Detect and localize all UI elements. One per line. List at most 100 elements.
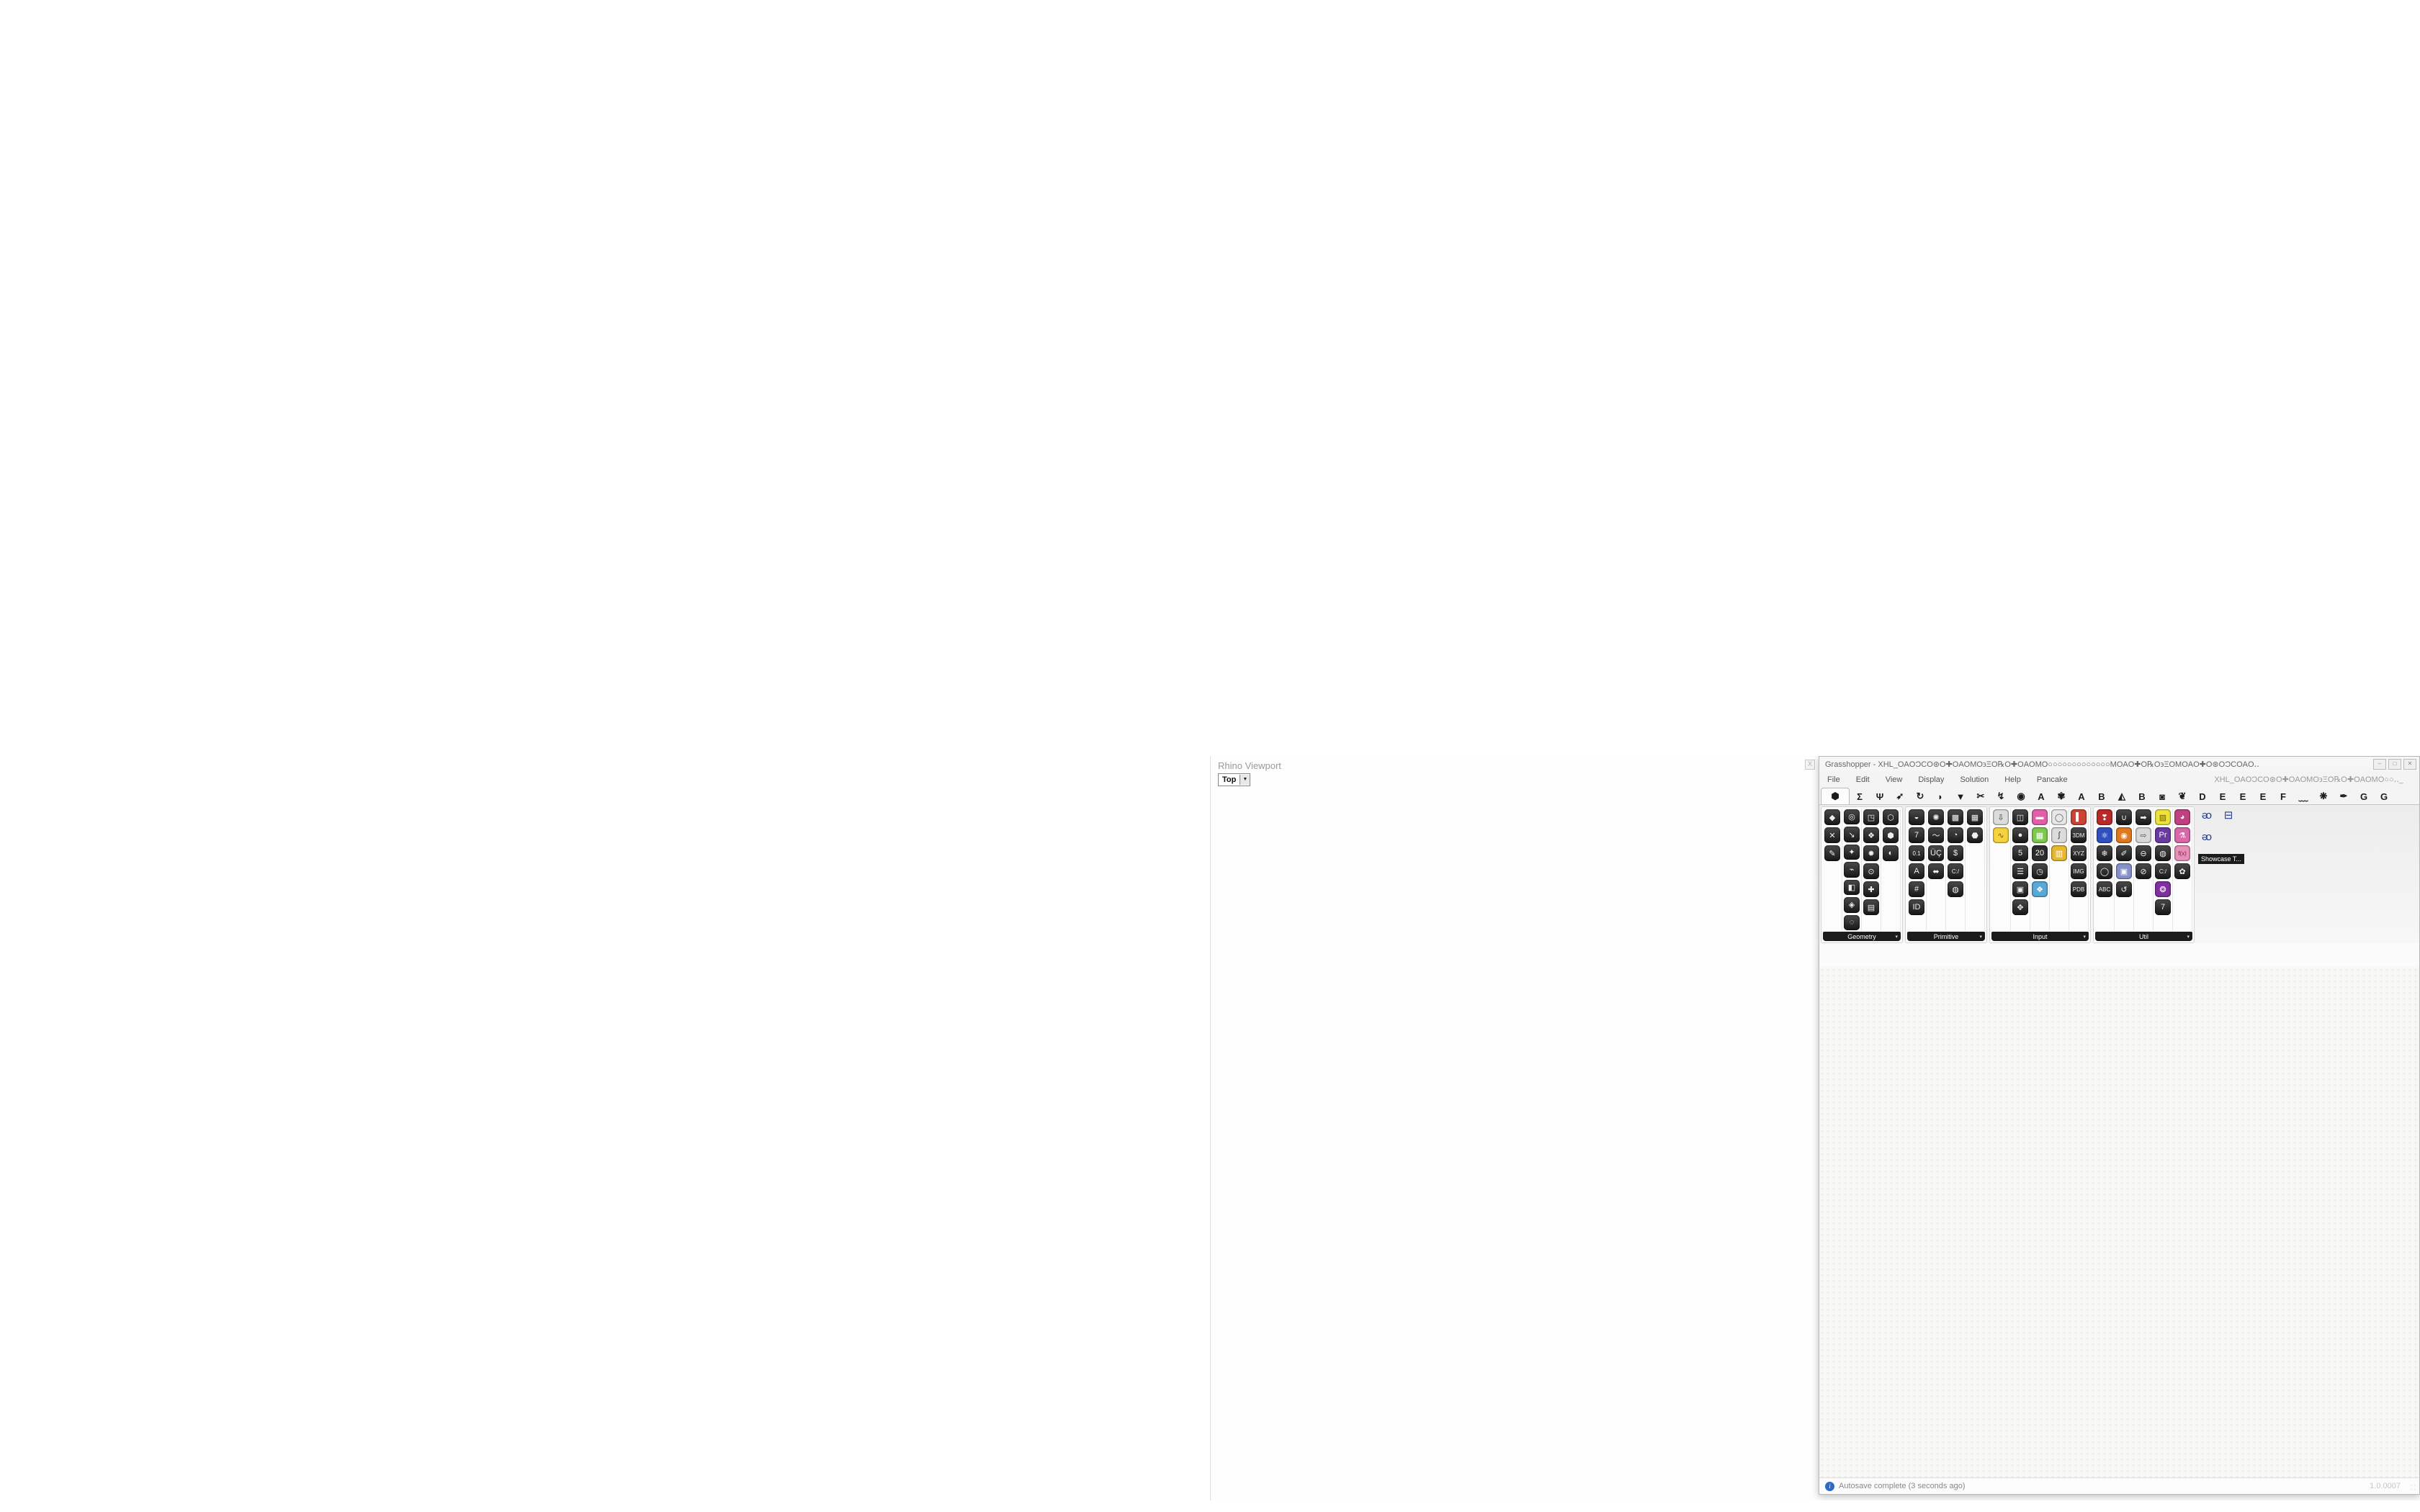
menu-edit[interactable]: Edit [1855, 775, 1870, 784]
component-icon[interactable]: ➡ [2136, 809, 2151, 825]
component-icon[interactable]: ✐ [2116, 845, 2132, 861]
component-icon[interactable]: ÜÇ [1928, 845, 1944, 861]
component-icon[interactable]: ▌ [2071, 809, 2087, 825]
tab-plugin-brain[interactable]: ✾ [2057, 791, 2066, 801]
component-icon[interactable]: ❂ [2155, 881, 2171, 897]
tab-plugin-ant[interactable]: ✒ [2339, 791, 2348, 801]
component-icon[interactable]: ▥ [2051, 845, 2067, 861]
tab-plugin-b1[interactable]: B [2098, 791, 2105, 802]
component-icon[interactable]: ✦ [1844, 844, 1860, 860]
component-icon[interactable]: C:/ [2155, 863, 2171, 879]
component-icon[interactable]: ⬡ [1883, 809, 1899, 825]
component-icon[interactable]: ◳ [1863, 809, 1879, 825]
panel-caption-input[interactable]: Input ▾ [1991, 932, 2089, 941]
component-icon[interactable]: 5 [2012, 845, 2028, 861]
tab-plugin-b2[interactable]: B [2138, 791, 2146, 802]
maximize-button[interactable]: □ [2388, 759, 2401, 770]
tab-plugin-bug[interactable]: ❋ [2319, 791, 2328, 801]
tab-surface[interactable]: ◗ [1937, 791, 1943, 802]
component-icon[interactable]: ◧ [1844, 879, 1860, 896]
component-icon[interactable]: ⬣ [1967, 827, 1983, 843]
component-icon[interactable]: XYZ [2071, 845, 2087, 861]
tab-sets[interactable]: Ψ [1876, 791, 1884, 802]
chevron-down-icon[interactable]: ▾ [2187, 934, 2190, 940]
menu-display[interactable]: Display [1918, 775, 1945, 784]
tab-maths[interactable]: Σ [1857, 791, 1863, 802]
tab-transform[interactable]: ↯ [1996, 791, 2005, 801]
component-icon[interactable]: ⚗ [2174, 827, 2190, 843]
panel-caption-primitive[interactable]: Primitive ▾ [1907, 932, 1985, 941]
component-icon[interactable]: ✹ [1863, 845, 1879, 861]
component-icon[interactable]: 20 [2032, 845, 2048, 861]
tab-plugin-e1[interactable]: E [2219, 791, 2226, 802]
chevron-down-icon[interactable]: ▾ [2083, 934, 2086, 940]
panel-caption-util[interactable]: Util ▾ [2095, 932, 2192, 941]
tab-plugin-f[interactable]: F [2280, 791, 2286, 802]
component-icon[interactable]: C:/ [1948, 863, 1963, 879]
tab-vector[interactable]: ➶ [1896, 791, 1904, 801]
tab-display[interactable]: ◉ [2017, 791, 2025, 801]
component-icon[interactable]: ⌁ [1844, 862, 1860, 878]
tab-intersect[interactable]: ✂ [1976, 791, 1985, 801]
component-icon[interactable]: A [1909, 863, 1924, 879]
tab-curve[interactable]: ↻ [1916, 791, 1924, 801]
component-icon[interactable]: ∿ [1993, 827, 2009, 843]
component-icon[interactable]: ◫ [2012, 809, 2028, 825]
component-icon[interactable]: 〜 [1928, 827, 1944, 843]
document-selector[interactable]: XHL_OAOƆCO⊛O✚OAOMO϶ΞO℞O✚OAOMO○○‥_ [2214, 775, 2403, 784]
tab-params[interactable]: ⬢ [1821, 788, 1850, 804]
component-icon[interactable]: ◌ [1844, 914, 1860, 930]
component-icon[interactable]: ◍ [2155, 845, 2171, 861]
component-icon[interactable]: ⬢ [1883, 827, 1899, 843]
component-icon[interactable]: ❄ [2097, 845, 2112, 861]
component-icon[interactable]: IMG [2071, 863, 2087, 879]
component-icon[interactable]: ◉ [2116, 827, 2132, 843]
component-icon[interactable]: ▬ [2032, 809, 2048, 825]
chevron-down-icon[interactable]: ▾ [1979, 934, 1982, 940]
component-icon[interactable]: ∫ [2051, 827, 2067, 843]
component-icon[interactable]: ◯ [2097, 863, 2112, 879]
component-icon[interactable]: # [1909, 881, 1924, 897]
component-icon[interactable]: ◷ [2032, 863, 2048, 879]
component-icon[interactable]: ▦ [2032, 827, 2048, 843]
minimize-button[interactable]: – [2373, 759, 2386, 770]
component-icon[interactable]: Pr [2155, 827, 2171, 843]
component-icon[interactable]: 7 [2155, 899, 2171, 915]
component-icon[interactable]: ▨ [2155, 809, 2171, 825]
close-button[interactable]: ✕ [2403, 759, 2416, 770]
component-icon[interactable]: ◒ [1909, 809, 1924, 825]
title-bar[interactable]: Grasshopper - XHL_OAOƆCO⊛O✚OAOMO϶ΞO℞O✚OA… [1819, 757, 2419, 771]
component-icon[interactable]: ✕ [1824, 827, 1840, 843]
component-icon[interactable]: ⊘ [2136, 863, 2151, 879]
tab-plugin-mountain[interactable]: ◭ [2118, 791, 2125, 801]
component-icon[interactable]: PDB [2071, 881, 2087, 897]
component-icon[interactable]: ▤ [1863, 899, 1879, 915]
component-icon[interactable]: ABC [2097, 881, 2112, 897]
component-icon[interactable]: ✚ [1863, 881, 1879, 897]
component-icon[interactable]: ∪ [2116, 809, 2132, 825]
tab-plugin-a1[interactable]: A [2038, 791, 2045, 802]
component-icon[interactable]: ▩ [1948, 809, 1963, 825]
component-icon[interactable]: ▣ [2116, 863, 2132, 879]
component-icon[interactable]: ◍ [1948, 881, 1963, 897]
component-icon[interactable]: ⊙ [1863, 863, 1879, 879]
component-icon[interactable]: ⊖ [2136, 845, 2151, 861]
component-icon[interactable]: 3DM [2071, 827, 2087, 843]
definition-canvas[interactable] [1819, 967, 2419, 1478]
component-icon[interactable]: ◕ [2174, 809, 2190, 825]
component-icon[interactable]: 7 [1909, 827, 1924, 843]
panel-caption-geometry[interactable]: Geometry ▾ [1823, 932, 1901, 941]
component-icon[interactable]: ✎ [1824, 845, 1840, 861]
tab-plugin-shield[interactable]: ◙ [2159, 791, 2165, 802]
component-icon[interactable]: ◆ [1824, 809, 1840, 825]
component-icon[interactable]: ✺ [1928, 809, 1944, 825]
resize-grip[interactable]: ⸬ [2410, 1484, 2416, 1491]
component-icon[interactable]: ❣ [2097, 809, 2112, 825]
menu-file[interactable]: File [1827, 775, 1840, 784]
component-icon[interactable]: ❖ [1863, 827, 1879, 843]
component-icon[interactable]: ❖ [2032, 881, 2048, 897]
menu-solution[interactable]: Solution [1960, 775, 1989, 784]
tab-plugin-e2[interactable]: E [2239, 791, 2246, 802]
chevron-down-icon[interactable]: ▼ [1240, 775, 1250, 785]
component-icon[interactable]: ▣ [2012, 881, 2028, 897]
